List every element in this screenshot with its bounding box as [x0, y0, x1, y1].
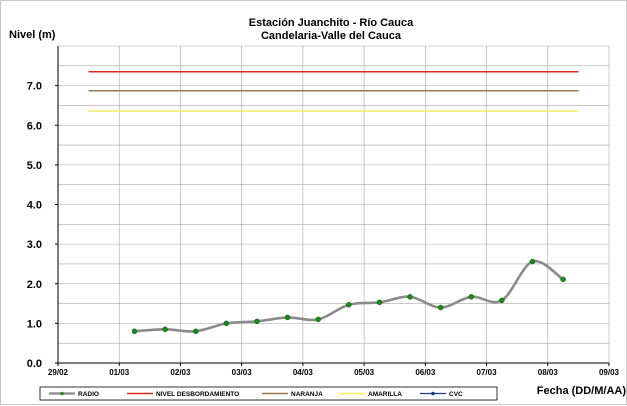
- data-point-radio: [162, 326, 168, 333]
- data-point-radio: [315, 316, 321, 323]
- legend-label: CVC: [449, 391, 463, 398]
- data-point-radio: [284, 314, 291, 321]
- x-tick-label: 06/03: [415, 368, 436, 377]
- data-point-radio: [407, 294, 413, 300]
- x-tick-label: 03/03: [232, 368, 253, 377]
- legend-label: NIVEL DESBORDAMIENTO: [156, 391, 239, 398]
- data-point-radio: [346, 302, 352, 308]
- legend-marker: [60, 391, 64, 396]
- y-tick-label: 0.0: [27, 358, 42, 370]
- data-point-radio: [254, 318, 260, 325]
- x-tick-label: 08/03: [538, 368, 559, 377]
- y-tick-label: 4.0: [27, 200, 42, 212]
- y-tick-label: 5.0: [27, 160, 42, 172]
- legend-label: RADIO: [78, 391, 99, 398]
- y-tick-label: 6.0: [27, 120, 42, 132]
- data-point-radio: [560, 276, 566, 283]
- data-point-radio: [437, 304, 444, 311]
- legend-label: NARANJA: [291, 391, 323, 398]
- plot-area: 0.0 1.0 2.0 3.0 4.0 5.0 6.0 7.0 29/02 01/03 02/03 0…: [27, 45, 620, 377]
- x-tick-label: 29/02: [48, 368, 69, 377]
- x-tick-label: 09/03: [599, 368, 620, 377]
- chart-subtitle: Candelaria-Valle del Cauca: [261, 30, 402, 42]
- y-tick-label: 1.0: [27, 318, 42, 330]
- x-tick-label: 02/03: [170, 368, 191, 377]
- data-point-radio: [193, 328, 199, 335]
- x-axis-label: Fecha (DD/M/AA): [537, 385, 627, 397]
- data-point-radio: [376, 299, 383, 306]
- legend-marker: [431, 391, 435, 396]
- legend: RADIO NIVEL DESBORDAMIENTO NARANJA AMARILLA…: [39, 386, 498, 401]
- y-axis-label: Nivel (m): [9, 29, 56, 41]
- y-tick-label: 2.0: [27, 279, 42, 291]
- x-tick-label: 05/03: [354, 368, 375, 377]
- data-point-radio: [529, 258, 536, 265]
- data-point-radio: [499, 297, 505, 304]
- data-point-radio: [223, 320, 230, 327]
- x-tick-label: 04/03: [293, 368, 314, 377]
- legend-label: AMARILLA: [368, 391, 402, 398]
- x-tick-label: 01/03: [109, 368, 130, 377]
- data-point-radio: [131, 328, 138, 335]
- y-tick-label: 3.0: [27, 239, 42, 251]
- chart-title: Estación Juanchito - Río Cauca: [249, 17, 414, 29]
- data-point-radio: [468, 294, 474, 300]
- y-tick-label: 7.0: [27, 81, 42, 93]
- x-tick-label: 07/03: [477, 368, 498, 377]
